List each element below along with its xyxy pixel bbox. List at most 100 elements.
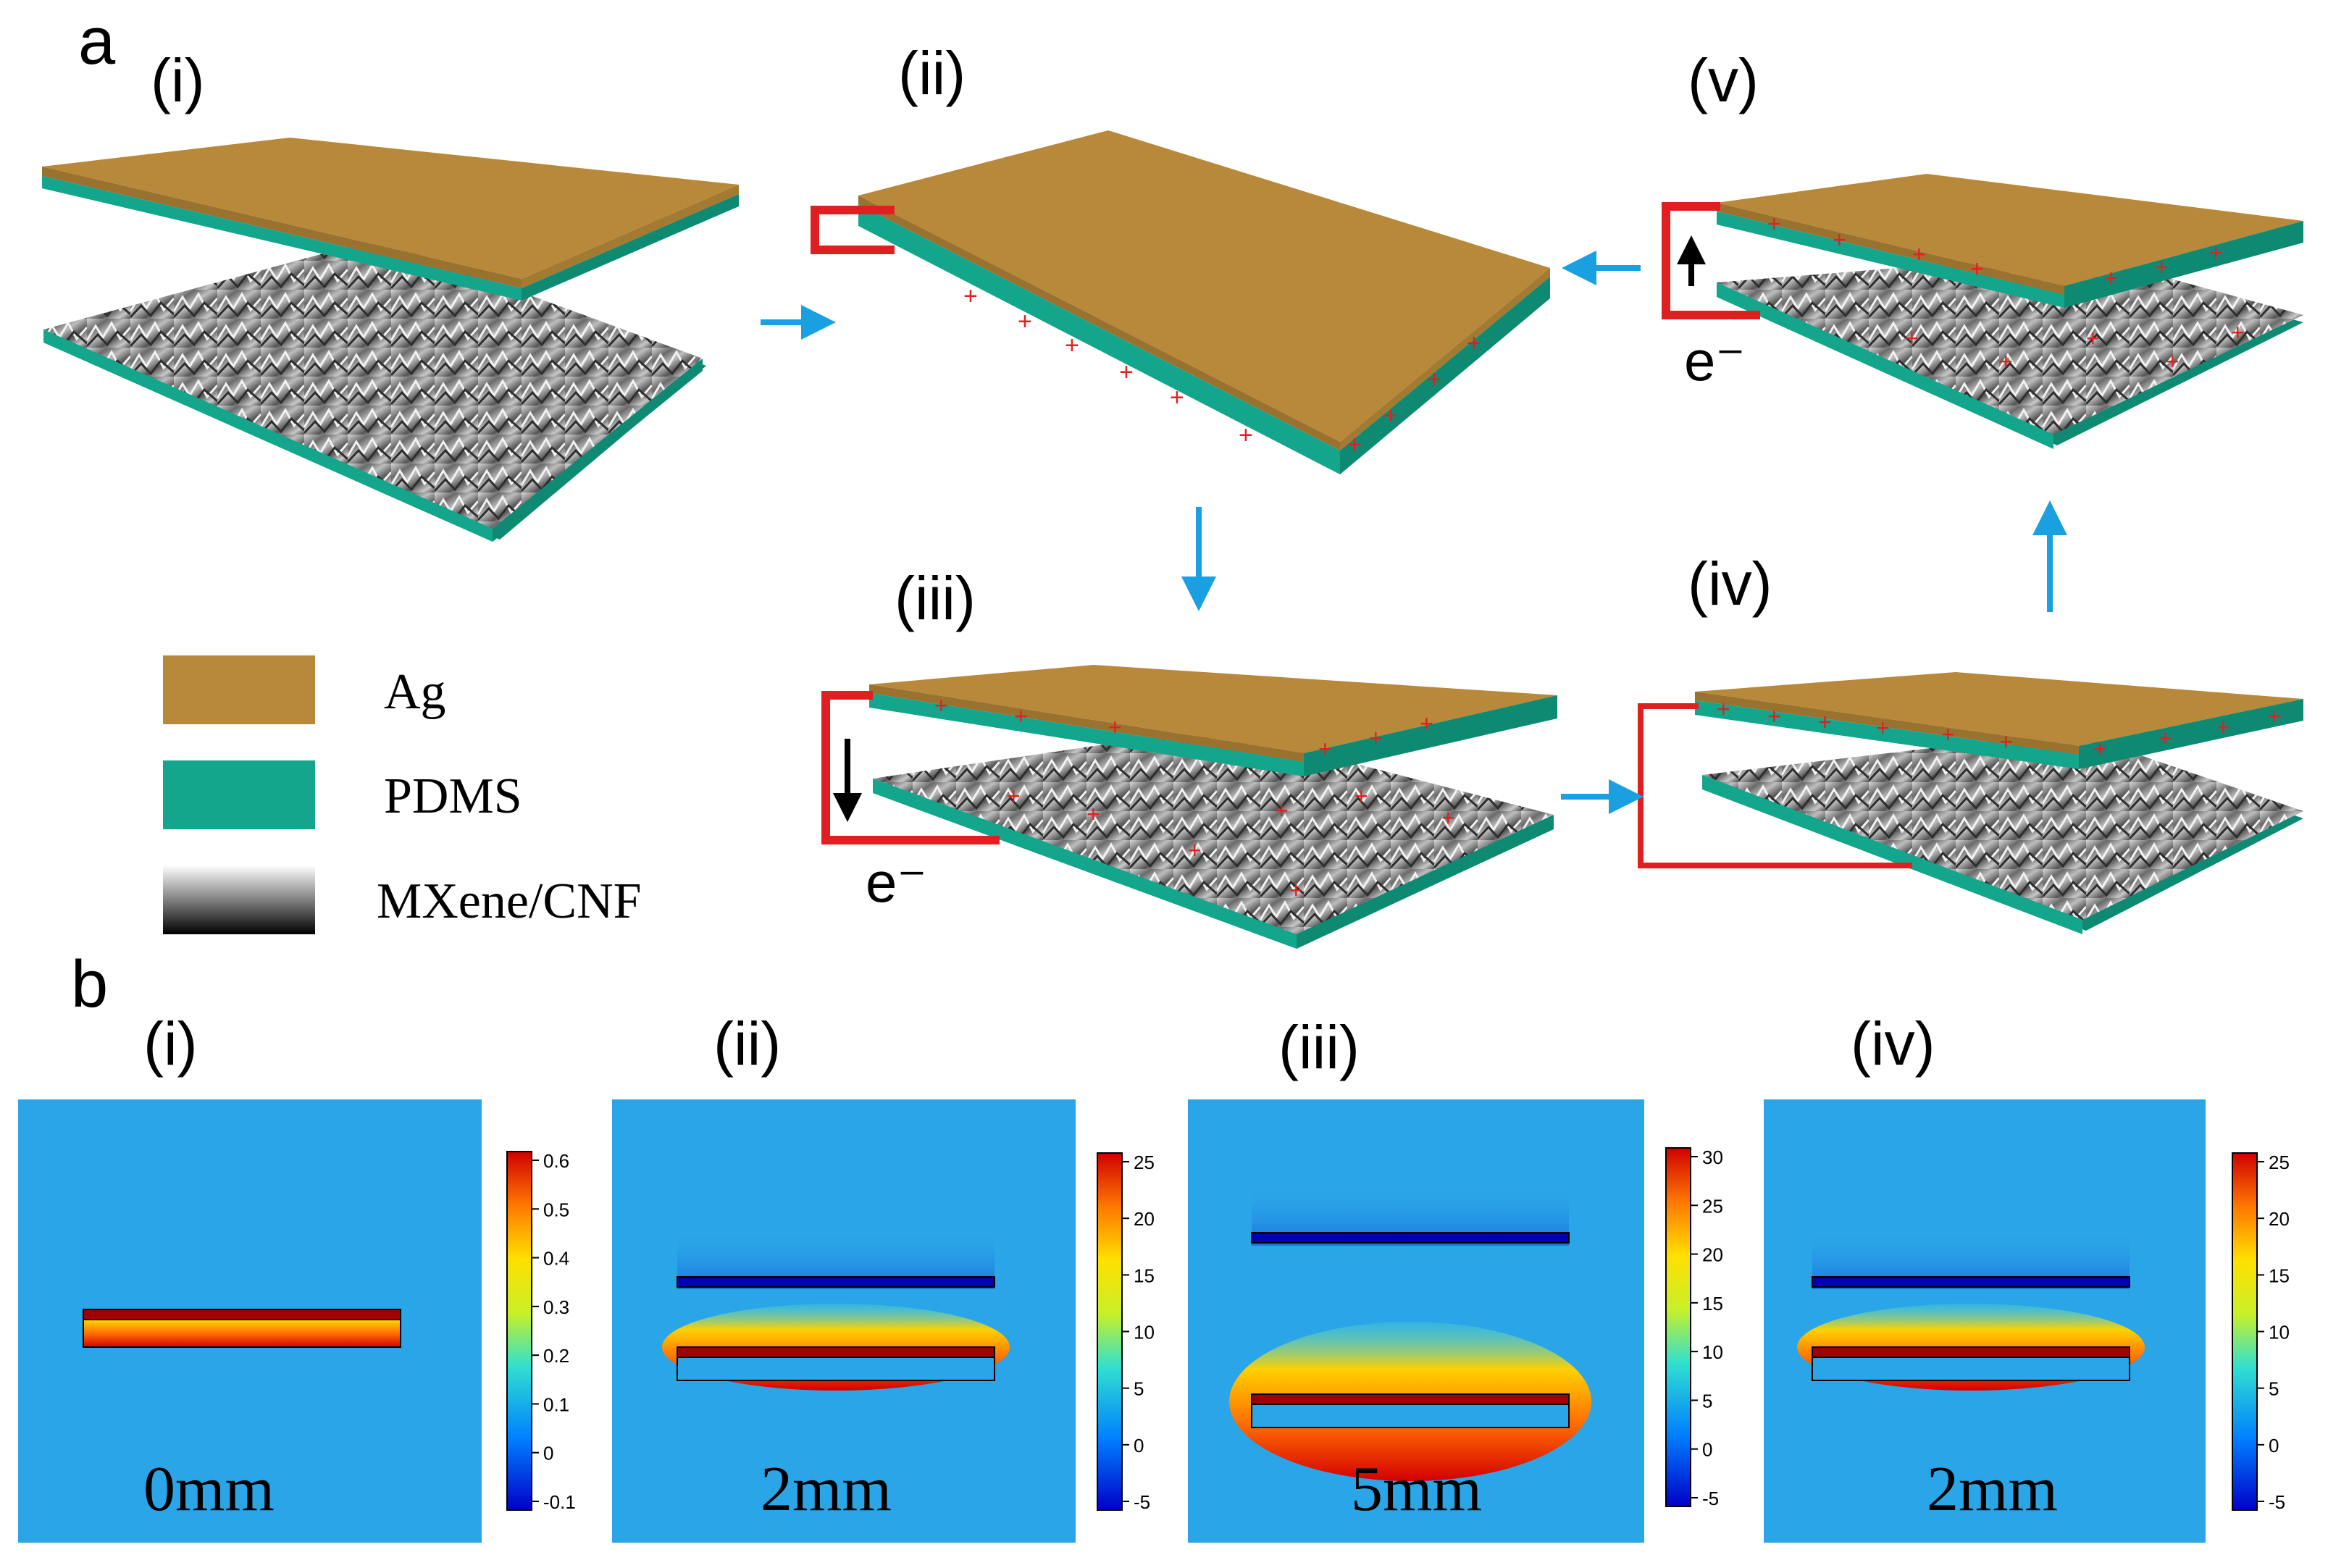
stage-v-pdms-side [2064,221,2303,308]
colorbar-1-tick-label: 0.6 [543,1150,569,1172]
svg-text:+: + [1818,709,1832,735]
colorbar-2-tick-label: -5 [1134,1491,1150,1513]
map-iv-distance: 2mm [1927,1454,2058,1525]
colorbar-4-tick-label: 25 [2269,1152,2290,1173]
map-i-distance: 0mm [143,1454,275,1525]
svg-text:+: + [1275,797,1289,823]
stage-v-stack: e⁻ + + + + + + + + + + + + [1662,174,2303,449]
map-iii-ag-electrode [1251,1232,1570,1244]
svg-text:+: + [1441,805,1455,831]
colorbar-2-tick-label: 5 [1134,1378,1144,1400]
svg-text:+: + [1188,837,1202,863]
stage-v-charges: + + + + + + + + + + + + [1767,211,2245,374]
colorbar-3-tick-label: 25 [1702,1195,1723,1217]
svg-text:+: + [1999,348,2013,374]
step-label-v: (v) [1688,46,1759,114]
field-map-iv: 2mm [1764,1099,2206,1543]
svg-text:+: + [2093,736,2107,762]
stage-v-ag-top [1717,174,2303,286]
legend-label-mxene: MXene/CNF [377,873,642,929]
svg-text:+: + [1912,241,1926,267]
colorbar-4 [2232,1152,2258,1511]
colorbar-3-tick-label: 10 [1702,1341,1723,1363]
colorbar-1-tick-label: 0.2 [543,1345,569,1367]
svg-text:+: + [1289,877,1303,903]
stage-iii-bottom-edge [873,779,1297,949]
stage-iii-stack: e⁻ + + + + + + + + + + + + + [821,665,1557,949]
legend: Ag PDMS MXene/CNF [163,655,642,934]
map-iii-bottom-layer [1251,1404,1570,1428]
stage-v-wire [1662,202,1760,319]
svg-text:+: + [1999,729,2013,755]
stage-iii-wire [821,691,1000,844]
colorbar-3-tick-label: 5 [1702,1390,1712,1412]
svg-text:+: + [1065,332,1079,359]
stage-iv-ag-top [1695,672,2303,746]
stage-iii-pdms-front [869,693,1304,776]
stage-iv-ag-front [1695,692,2079,755]
map-iv-bottom-layer [1812,1357,2130,1381]
stage-ii-ag-top [858,130,1550,442]
colorbar-1-tick-label: 0.3 [543,1296,569,1318]
svg-text:+: + [1108,714,1122,740]
stage-iv-charges: + + + + + + + + + + [1717,696,2281,762]
map-ii-ag-electrode [677,1276,995,1288]
stage-iii-charges: + + + + + + + + + + + + + [934,692,1455,903]
svg-text:+: + [2155,254,2169,280]
svg-text:+: + [1318,736,1332,762]
colorbar-1-tick-label: -0.1 [543,1491,576,1513]
stage-ii-ag-front [858,196,1340,450]
stage-i-pdms-front [42,176,522,301]
stage-ii-ag-side [1340,268,1550,450]
colorbar-4-tick-label: 15 [2269,1265,2290,1286]
stage-i-ag-side [522,185,739,288]
svg-text:+: + [1767,211,1781,237]
stage-iii-bottom-edge-right [1297,815,1554,949]
stage-i-ag-front [42,167,522,288]
colorbar-3-tick-label: 0 [1702,1439,1712,1461]
svg-text:+: + [1383,402,1398,429]
svg-text:+: + [2216,714,2230,740]
svg-text:+: + [1354,783,1368,809]
stage-v-ag-front [1717,203,2064,295]
svg-text:+: + [1905,325,1919,351]
stage-iii-pdms-side [1304,695,1557,776]
field-map-ii: 2mm [612,1099,1076,1543]
field-map-iii: 5mm [1188,1099,1644,1543]
svg-text:+: + [1876,715,1890,741]
stage-iv-stack: + + + + + + + + + + [1638,672,2303,934]
svg-text:+: + [2231,319,2245,345]
svg-text:+: + [2159,725,2172,751]
stage-i-ag-top [42,138,739,279]
svg-text:+: + [1767,703,1781,729]
stage-v-pdms-front [1717,211,2064,308]
map-iv-ag-electrode [1812,1276,2130,1288]
svg-text:+: + [963,282,978,310]
colorbar-3-tick-label: 15 [1702,1293,1723,1315]
stage-iii-electron-label: e⁻ [866,850,927,914]
svg-text:+: + [1420,710,1433,737]
svg-text:+: + [2104,265,2118,291]
step-label-iii: (iii) [895,564,976,632]
svg-text:+: + [1717,696,1730,722]
svg-text:+: + [1018,308,1032,335]
stage-i-stack [42,138,739,542]
svg-text:+: + [1369,725,1383,751]
step-label-i: (i) [151,46,205,114]
colorbar-2-tick-label: 20 [1134,1208,1155,1230]
svg-text:+: + [1347,431,1362,458]
map-iv-top-layer [1812,1346,2130,1358]
colorbar-3-tick-label: 30 [1702,1146,1723,1168]
stage-i-pdms-side [522,194,739,301]
svg-text:+: + [2209,240,2223,266]
svg-text:+: + [1119,359,1134,386]
stage-iv-mxene-surface [1702,731,2303,920]
colorbar-2-tick-label: 25 [1134,1152,1155,1173]
stage-ii-wire [811,206,895,254]
legend-label-pdms: PDMS [384,768,522,824]
map-i-top-layer [83,1309,401,1320]
colorbar-4-tick-label: 0 [2269,1435,2279,1456]
colorbar-2-tick-label: 10 [1134,1322,1155,1343]
step-label-iv: (iv) [1688,550,1772,618]
